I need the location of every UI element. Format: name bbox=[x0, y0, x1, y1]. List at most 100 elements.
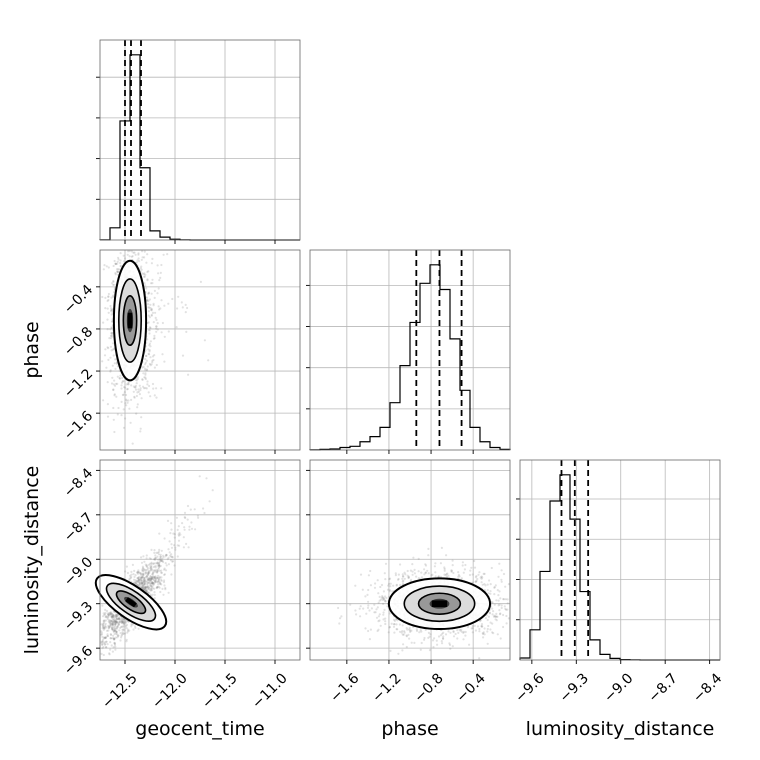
sample-point bbox=[401, 573, 404, 576]
sample-point bbox=[471, 627, 474, 630]
sample-point bbox=[105, 626, 108, 629]
sample-point bbox=[427, 636, 430, 640]
sample-point bbox=[109, 611, 112, 614]
sample-point bbox=[157, 579, 161, 582]
sample-point bbox=[155, 551, 158, 555]
sample-point bbox=[114, 621, 117, 625]
sample-point bbox=[169, 554, 172, 557]
sample-point bbox=[111, 615, 114, 619]
sample-point bbox=[160, 579, 163, 582]
sample-point bbox=[102, 626, 105, 629]
sample-point bbox=[152, 321, 155, 324]
sample-point bbox=[120, 617, 123, 621]
sample-point bbox=[161, 321, 164, 325]
sample-point bbox=[160, 263, 163, 267]
sample-point bbox=[103, 354, 107, 357]
sample-point bbox=[379, 598, 382, 601]
sample-point bbox=[117, 634, 120, 637]
sample-point bbox=[153, 575, 156, 579]
sample-point bbox=[148, 329, 151, 332]
sample-point bbox=[152, 387, 155, 390]
sample-point bbox=[152, 565, 155, 569]
sample-point bbox=[434, 575, 437, 578]
sample-point bbox=[114, 648, 117, 651]
sample-point bbox=[141, 378, 144, 381]
sample-point bbox=[115, 630, 118, 634]
sample-point bbox=[208, 500, 211, 503]
sample-point bbox=[130, 575, 133, 579]
sample-point bbox=[149, 582, 152, 585]
sample-point bbox=[122, 260, 125, 263]
sample-point bbox=[146, 590, 149, 593]
sample-point bbox=[110, 622, 113, 625]
sample-point bbox=[105, 366, 108, 369]
sample-point bbox=[397, 573, 400, 576]
sample-point bbox=[101, 647, 104, 650]
sample-point bbox=[156, 561, 159, 564]
sample-point bbox=[142, 586, 145, 589]
sample-point bbox=[134, 378, 137, 381]
sample-point bbox=[115, 627, 118, 630]
sample-point bbox=[190, 521, 193, 524]
sample-point bbox=[141, 575, 144, 578]
sample-point bbox=[505, 622, 508, 625]
sample-point bbox=[126, 631, 129, 634]
sample-point bbox=[186, 504, 190, 508]
sample-point bbox=[489, 592, 492, 595]
sample-point bbox=[112, 342, 115, 345]
sample-point bbox=[376, 579, 379, 582]
sample-point bbox=[354, 609, 357, 612]
sample-point bbox=[116, 270, 119, 273]
sample-point bbox=[154, 580, 157, 583]
sample-point bbox=[155, 325, 158, 328]
sample-point bbox=[442, 637, 445, 641]
sample-point bbox=[480, 623, 484, 626]
sample-point bbox=[496, 615, 499, 618]
sample-point bbox=[441, 642, 444, 645]
sample-point bbox=[113, 618, 116, 621]
x-tick-label: −1.2 bbox=[369, 670, 404, 705]
sample-point bbox=[504, 607, 507, 611]
sample-point bbox=[109, 345, 112, 348]
sample-point bbox=[118, 377, 121, 380]
sample-point bbox=[134, 582, 137, 585]
sample-point bbox=[136, 580, 139, 583]
sample-point bbox=[105, 616, 108, 619]
panel-frame bbox=[309, 249, 511, 451]
sample-point bbox=[159, 555, 162, 558]
sample-point bbox=[398, 623, 401, 626]
sample-point bbox=[117, 406, 120, 410]
sample-point bbox=[111, 376, 114, 379]
sample-point bbox=[167, 556, 170, 559]
sample-point bbox=[102, 268, 105, 271]
sample-point bbox=[173, 536, 176, 539]
sample-point bbox=[118, 617, 121, 620]
joint-panel-geocent_time-vs-luminosity_distance bbox=[94, 459, 301, 664]
sample-point bbox=[163, 304, 166, 307]
sample-point bbox=[102, 615, 105, 618]
sample-point bbox=[143, 583, 146, 586]
sample-point bbox=[133, 569, 136, 573]
sample-point bbox=[100, 633, 103, 636]
sample-point bbox=[146, 585, 149, 589]
sample-point bbox=[115, 616, 118, 620]
sample-point bbox=[135, 583, 139, 586]
sample-point bbox=[120, 384, 123, 387]
sample-point bbox=[139, 579, 142, 582]
sample-point bbox=[126, 253, 129, 256]
sample-point bbox=[114, 384, 117, 387]
sample-point bbox=[156, 292, 159, 295]
sample-point bbox=[113, 637, 116, 640]
sample-point bbox=[151, 587, 154, 590]
sample-point bbox=[159, 581, 162, 584]
sample-point bbox=[151, 278, 154, 281]
sample-point bbox=[141, 256, 144, 259]
sample-point bbox=[145, 387, 148, 390]
sample-point bbox=[108, 619, 111, 622]
histogram-panel-phase bbox=[306, 249, 511, 454]
sample-point bbox=[112, 388, 115, 392]
sample-point bbox=[104, 611, 107, 615]
sample-point bbox=[140, 582, 143, 585]
sample-point bbox=[114, 623, 117, 626]
sample-point bbox=[142, 385, 145, 388]
